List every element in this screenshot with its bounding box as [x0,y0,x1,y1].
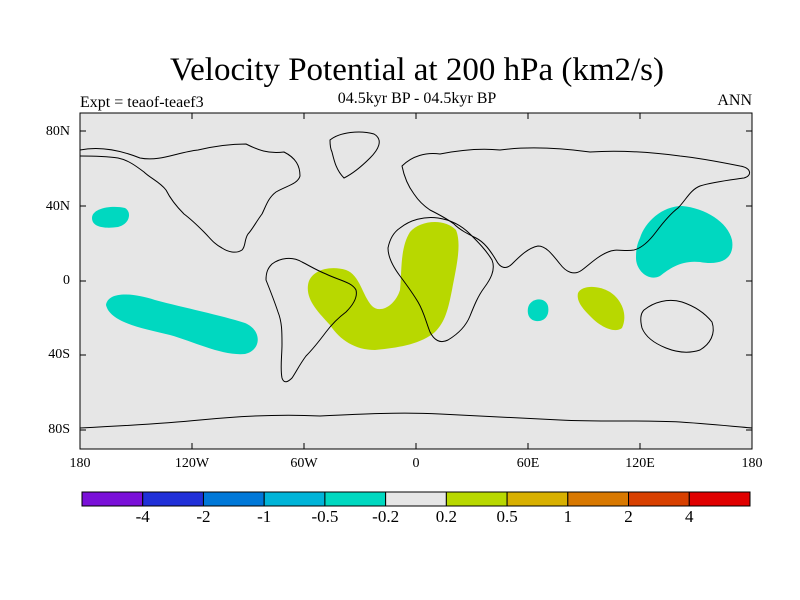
colorbar-box [567,491,630,507]
lat-tick-label: 80N [45,124,70,139]
coast-eurasia [401,147,750,274]
colorbar-label: 1 [563,507,573,526]
season-label: ANN [717,92,752,109]
positive-anomaly-atlantic-africa [307,221,459,350]
colorbar-label: 0.2 [435,507,457,526]
figure-title: Velocity Potential at 200 hPa (km2/s) [169,52,665,88]
positive-anomaly-maritime-continent [577,286,625,331]
lat-tick-label: 0 [63,273,70,288]
lon-tick-label: 180 [741,456,763,471]
lon-tick-label: 60W [290,456,318,471]
colorbar-label: 2 [624,507,633,526]
colorbar-box [324,491,387,507]
figure-subtitle: 04.5kyr BP - 04.5kyr BP [337,90,497,107]
negative-anomaly-south-pacific [106,294,258,355]
colorbar-label: -4 [135,507,150,526]
coast-north-america [79,143,301,253]
colorbar-label: -1 [257,507,272,526]
colorbar-box [506,491,569,507]
lat-tick-label: 40S [48,347,70,362]
colorbar-box [142,491,204,507]
lat-tick-label: 80S [48,422,70,437]
lon-tick-label: 0 [412,456,420,471]
lon-tick-label: 120E [625,456,655,471]
colorbar-label: -2 [196,507,211,526]
colorbar-box [263,491,326,507]
negative-anomaly-west-pacific [636,206,733,278]
lat-tick-label: 40N [45,199,70,214]
negative-anomaly-indian-ocean [527,299,549,322]
colorbar-box [202,491,265,507]
coast-south-america [265,257,357,383]
colorbar [81,491,751,507]
colorbar-box [385,491,447,507]
coast-africa [387,217,494,343]
coast-antarctica [79,412,753,429]
anomaly-fills [92,206,733,355]
colorbar-label: 0.5 [496,507,518,526]
negative-anomaly-north-pacific [92,206,130,228]
coast-australia [640,299,714,353]
lon-tick-label: 60E [516,456,540,471]
colorbar-box [445,491,508,507]
coast-greenland [329,131,380,179]
lon-tick-label: 120W [174,456,210,471]
lon-tick-label: 180 [69,456,91,471]
coastlines [79,131,753,429]
colorbar-label: -0.5 [311,507,339,526]
colorbar-label: 4 [685,507,694,526]
colorbar-box [81,491,144,507]
colorbar-box [688,491,751,507]
axis-ticks [79,113,753,449]
experiment-label: Expt = teaof-teaef3 [80,94,204,111]
colorbar-box [628,491,690,507]
colorbar-label: -0.2 [372,507,400,526]
